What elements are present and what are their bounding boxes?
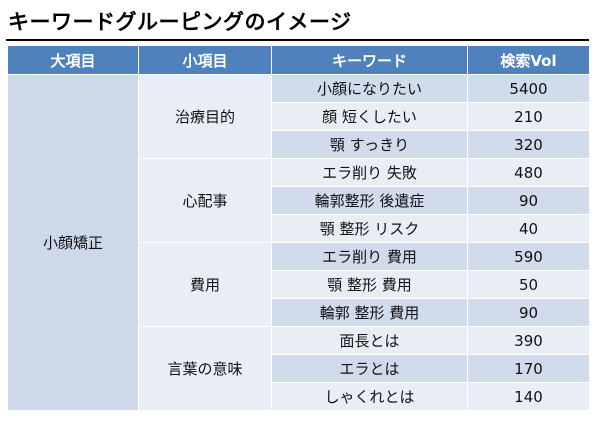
volume-cell: 5400 xyxy=(467,74,590,103)
volume-cell: 390 xyxy=(467,326,590,355)
table-row: 顎 整形 費用 50 xyxy=(8,270,590,299)
header-minor-category: 小項目 xyxy=(138,45,272,75)
table-row: 小顔矯正 治療目的 小顔になりたい 5400 xyxy=(7,74,590,411)
keyword-cell: 顎 整形 費用 xyxy=(271,270,468,299)
table-row: 輪郭整形 後遺症 90 xyxy=(8,186,590,215)
keyword-cell: 面長とは xyxy=(271,326,468,355)
volume-cell: 90 xyxy=(467,298,590,327)
minor-category-cell: 言葉の意味 xyxy=(138,326,272,411)
title-underline xyxy=(6,39,589,41)
keyword-cell: しゃくれとは xyxy=(271,382,468,411)
volume-cell: 170 xyxy=(467,354,590,383)
header-major-category: 大項目 xyxy=(7,45,139,75)
volume-cell: 50 xyxy=(467,270,590,299)
major-category-cell: 小顔矯正 xyxy=(7,74,139,411)
page-title: キーワードグルーピングのイメージ xyxy=(8,10,352,34)
minor-category-cell: 費用 xyxy=(138,242,272,327)
table-row: 顔 短くしたい 210 xyxy=(8,102,590,131)
keyword-cell: エラとは xyxy=(271,354,468,383)
volume-cell: 210 xyxy=(467,102,590,131)
table-row: 心配事 エラ削り 失敗 480 xyxy=(8,158,590,243)
volume-cell: 590 xyxy=(467,242,590,271)
volume-cell: 40 xyxy=(467,214,590,243)
volume-cell: 140 xyxy=(467,382,590,411)
table-row: しゃくれとは 140 xyxy=(8,382,590,411)
table-header-row: 大項目 小項目 キーワード 検索Vol xyxy=(7,45,590,75)
table-row: 顎 整形 リスク 40 xyxy=(8,214,590,243)
keyword-cell: 顎 すっきり xyxy=(271,130,468,159)
minor-category-cell: 治療目的 xyxy=(138,74,272,159)
keyword-cell: エラ削り 費用 xyxy=(271,242,468,271)
keyword-cell: 輪郭 整形 費用 xyxy=(271,298,468,327)
volume-cell: 90 xyxy=(467,186,590,215)
volume-cell: 480 xyxy=(467,158,590,187)
keyword-cell: 小顔になりたい xyxy=(271,74,468,103)
keyword-cell: 顎 整形 リスク xyxy=(271,214,468,243)
keyword-cell: 輪郭整形 後遺症 xyxy=(271,186,468,215)
header-search-volume: 検索Vol xyxy=(467,45,590,75)
header-keyword: キーワード xyxy=(271,45,468,75)
minor-category-cell: 心配事 xyxy=(138,158,272,243)
keyword-grouping-table: 大項目 小項目 キーワード 検索Vol 小顔矯正 治療目的 小顔になりたい 54… xyxy=(7,45,590,411)
volume-cell: 320 xyxy=(467,130,590,159)
table-row: 費用 エラ削り 費用 590 xyxy=(8,242,590,327)
table-row: エラとは 170 xyxy=(8,354,590,383)
keyword-cell: エラ削り 失敗 xyxy=(271,158,468,187)
table-row: 言葉の意味 面長とは 390 xyxy=(8,326,590,411)
keyword-cell: 顔 短くしたい xyxy=(271,102,468,131)
